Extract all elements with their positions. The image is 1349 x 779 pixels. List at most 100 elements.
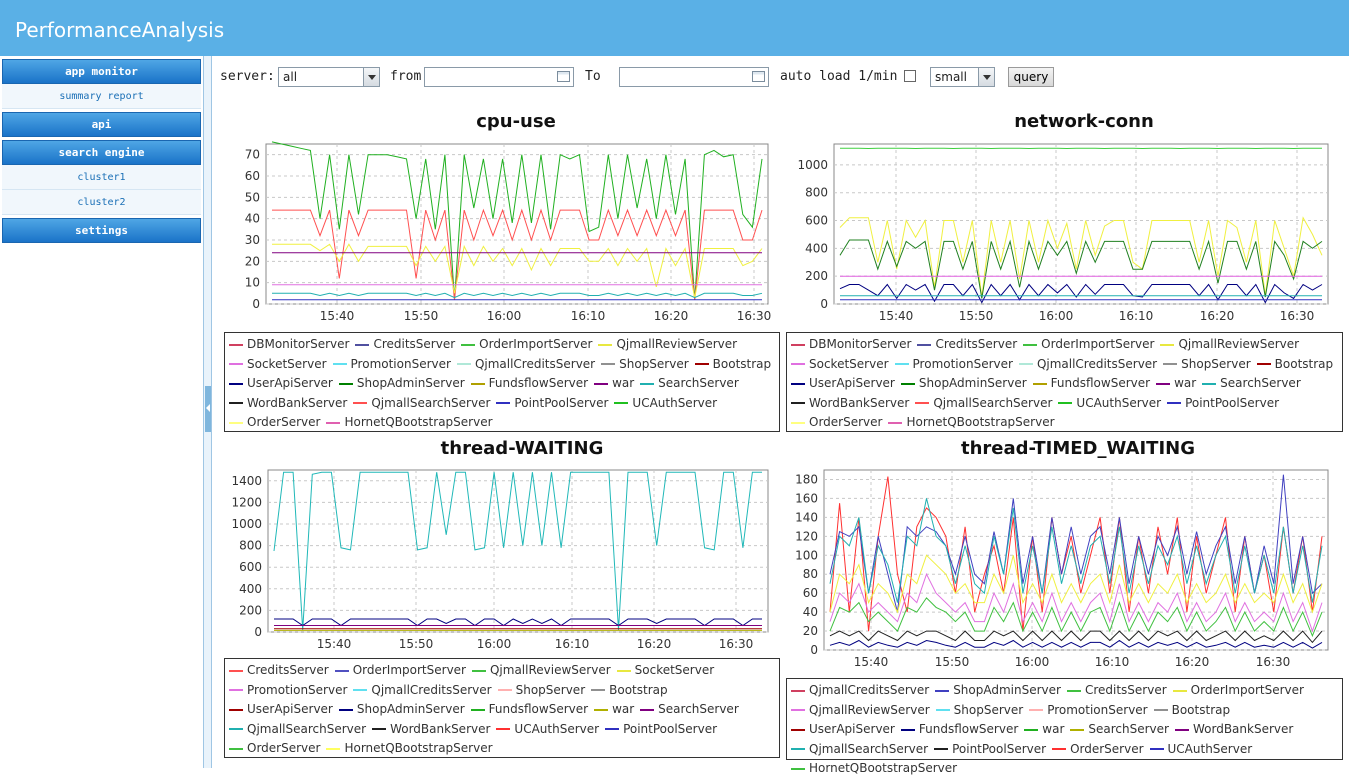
to-date-input[interactable] bbox=[619, 67, 769, 87]
server-label: server: bbox=[220, 69, 275, 84]
legend-item: DBMonitorServer bbox=[229, 335, 349, 355]
y-tick-label: 80 bbox=[803, 567, 818, 581]
legend-label: CreditsServer bbox=[247, 663, 329, 677]
legend-label: CreditsServer bbox=[935, 337, 1017, 351]
legend-item: HornetQBootstrapServer bbox=[326, 413, 492, 433]
chart-title-thread-timed-waiting: thread-TIMED_WAITING bbox=[826, 438, 1330, 459]
legend-swatch bbox=[888, 422, 902, 424]
legend-label: QjmallCreditsServer bbox=[475, 357, 595, 371]
legend-swatch bbox=[934, 748, 948, 750]
legend-swatch bbox=[1175, 729, 1189, 731]
collapse-sidebar-handle[interactable] bbox=[205, 386, 211, 432]
legend-swatch bbox=[498, 689, 512, 691]
legend-label: OrderImportServer bbox=[479, 337, 592, 351]
y-tick-label: 20 bbox=[803, 624, 818, 638]
legend-item: WordBankServer bbox=[372, 720, 490, 740]
legend-label: PromotionServer bbox=[913, 357, 1013, 371]
legend-swatch bbox=[229, 728, 243, 730]
legend-item: OrderServer bbox=[1052, 740, 1143, 760]
from-date-input[interactable] bbox=[424, 67, 574, 87]
legend-item: CreditsServer bbox=[229, 661, 329, 681]
sidebar-section-app-monitor[interactable]: app monitor bbox=[2, 59, 201, 84]
sidebar-section-settings[interactable]: settings bbox=[2, 218, 201, 243]
legend-item: QjmallSearchServer bbox=[229, 720, 366, 740]
y-tick-label: 100 bbox=[795, 548, 818, 562]
legend-item: QjmallReviewServer bbox=[791, 701, 930, 721]
legend-label: QjmallSearchServer bbox=[933, 396, 1052, 410]
y-tick-label: 60 bbox=[803, 586, 818, 600]
legend-label: OrderServer bbox=[809, 415, 882, 429]
x-tick-label: 16:10 bbox=[1119, 309, 1154, 323]
legend-label: Bootstrap bbox=[713, 357, 771, 371]
legend-item: SocketServer bbox=[229, 355, 327, 375]
y-tick-label: 50 bbox=[245, 190, 260, 204]
autoload-checkbox[interactable] bbox=[904, 70, 916, 82]
legend-swatch bbox=[791, 344, 805, 346]
legend-item: WordBankServer bbox=[791, 394, 909, 414]
query-button[interactable]: query bbox=[1008, 67, 1054, 87]
calendar-icon[interactable] bbox=[557, 71, 570, 82]
legend-swatch bbox=[791, 768, 805, 770]
legend-label: PointPoolServer bbox=[623, 722, 717, 736]
legend-swatch bbox=[895, 363, 909, 365]
sidebar-splitter[interactable] bbox=[204, 56, 212, 768]
legend-label: QjmallReviewServer bbox=[490, 663, 611, 677]
legend-swatch bbox=[353, 689, 367, 691]
legend-swatch bbox=[229, 422, 243, 424]
legend-item: FundsflowServer bbox=[901, 720, 1018, 740]
legend-swatch bbox=[640, 709, 654, 711]
y-tick-label: 1400 bbox=[231, 474, 262, 488]
legend-label: PromotionServer bbox=[247, 683, 347, 697]
legend-label: OrderImportServer bbox=[1041, 337, 1154, 351]
legend-label: ShopAdminServer bbox=[357, 376, 465, 390]
y-tick-label: 70 bbox=[245, 148, 260, 162]
legend-item: war bbox=[594, 374, 634, 394]
sidebar-item-summary-report[interactable]: summary report bbox=[2, 84, 201, 109]
legend-swatch bbox=[326, 422, 340, 424]
x-tick-label: 16:00 bbox=[477, 637, 512, 651]
legend-swatch bbox=[1058, 402, 1072, 404]
legend-label: ShopServer bbox=[1181, 357, 1251, 371]
legend-swatch bbox=[229, 344, 243, 346]
legend-item: Bootstrap bbox=[1257, 355, 1333, 375]
legend-swatch bbox=[791, 383, 805, 385]
legend-item: CreditsServer bbox=[1067, 681, 1167, 701]
legend-label: OrderImportServer bbox=[353, 663, 466, 677]
sidebar-item-cluster2[interactable]: cluster2 bbox=[2, 190, 201, 215]
y-tick-label: 400 bbox=[239, 582, 262, 596]
y-tick-label: 60 bbox=[245, 169, 260, 183]
legend-item: UCAuthServer bbox=[614, 394, 717, 414]
legend-item: QjmallReviewServer bbox=[598, 335, 737, 355]
size-select-value: small bbox=[935, 70, 967, 84]
calendar-icon[interactable] bbox=[752, 71, 765, 82]
legend-label: war bbox=[1174, 376, 1196, 390]
legend-swatch bbox=[791, 690, 805, 692]
legend-item: OrderServer bbox=[791, 413, 882, 433]
chart-title-thread-waiting: thread-WAITING bbox=[274, 438, 770, 459]
x-tick-label: 16:30 bbox=[1256, 655, 1291, 669]
legend-swatch bbox=[355, 344, 369, 346]
legend-item: PointPoolServer bbox=[496, 394, 608, 414]
sidebar-item-cluster1[interactable]: cluster1 bbox=[2, 165, 201, 190]
legend-swatch bbox=[461, 344, 475, 346]
legend-swatch bbox=[791, 748, 805, 750]
legend-label: WordBankServer bbox=[247, 396, 347, 410]
x-tick-label: 16:00 bbox=[1039, 309, 1074, 323]
legend-item: QjmallReviewServer bbox=[472, 661, 611, 681]
legend-swatch bbox=[1257, 363, 1271, 365]
size-select[interactable]: small bbox=[930, 67, 995, 87]
sidebar-section-search-engine[interactable]: search engine bbox=[2, 140, 201, 165]
legend-label: SearchServer bbox=[658, 376, 739, 390]
sidebar-section-api[interactable]: api bbox=[2, 112, 201, 137]
legend-swatch bbox=[1173, 690, 1187, 692]
legend-item: OrderImportServer bbox=[1173, 681, 1304, 701]
legend-swatch bbox=[791, 709, 805, 711]
legend-item: SearchServer bbox=[1070, 720, 1169, 740]
y-tick-label: 120 bbox=[795, 529, 818, 543]
x-tick-label: 15:40 bbox=[317, 637, 352, 651]
server-select[interactable]: all bbox=[278, 67, 380, 87]
legend-swatch bbox=[335, 670, 349, 672]
